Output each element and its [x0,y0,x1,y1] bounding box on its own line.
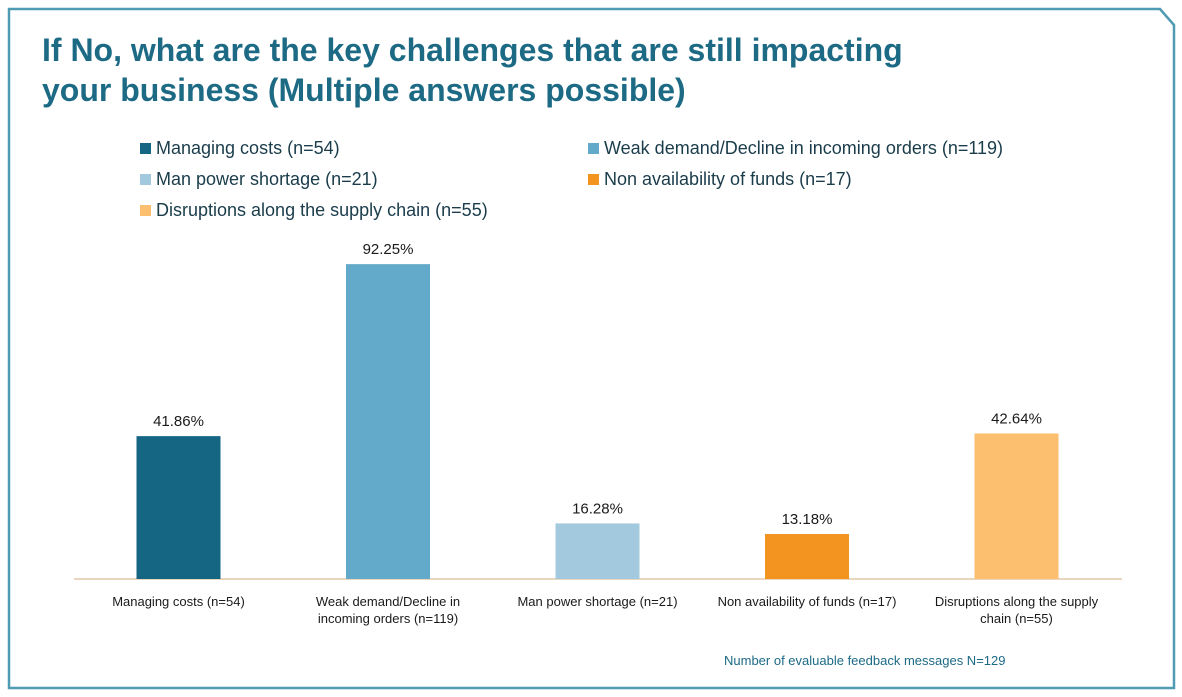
chart-title-line-2: your business (Multiple answers possible… [42,72,686,108]
data-label: 16.28% [572,500,623,517]
legend-swatch [140,204,151,216]
x-tick-label: incoming orders (n=119) [318,611,458,626]
x-tick-label: Man power shortage (n=21) [517,594,677,609]
x-tick-label: Non availability of funds (n=17) [718,594,897,609]
x-tick-label: chain (n=55) [980,611,1053,626]
legend-label: Disruptions along the supply chain (n=55… [156,199,488,220]
data-label: 92.25% [363,241,414,258]
bar [765,534,849,579]
data-label: 42.64% [991,410,1042,427]
chart-title: If No, what are the key challenges that … [42,30,1042,110]
legend-label: Non availability of funds (n=17) [604,168,852,189]
legend-item: Managing costs (n=54) [140,136,340,160]
bar [555,523,640,579]
bar [136,436,221,579]
footnote: Number of evaluable feedback messages N=… [724,653,1006,668]
bar [346,264,430,579]
data-label: 13.18% [782,511,833,528]
legend-label: Managing costs (n=54) [156,137,340,158]
x-tick-label: Disruptions along the supply [935,594,1099,609]
chart-title-line-1: If No, what are the key challenges that … [42,32,903,68]
legend-swatch [588,142,599,154]
legend-swatch [140,173,151,185]
x-tick-label: Managing costs (n=54) [112,594,245,609]
legend-item: Man power shortage (n=21) [140,167,378,191]
data-label: 41.86% [153,413,204,430]
legend-item: Disruptions along the supply chain (n=55… [140,198,488,222]
legend-item: Non availability of funds (n=17) [588,167,852,191]
legend-label: Man power shortage (n=21) [156,168,378,189]
frame-border [7,7,1176,690]
bar [974,433,1059,579]
x-tick-label: Weak demand/Decline in [316,594,460,609]
legend-label: Weak demand/Decline in incoming orders (… [604,137,1004,158]
legend-swatch [588,173,599,185]
chart-legend: Managing costs (n=54) Weak demand/Decline… [140,136,1140,232]
legend-swatch [140,142,151,154]
legend-item: Weak demand/Decline in incoming orders (… [588,136,1003,160]
